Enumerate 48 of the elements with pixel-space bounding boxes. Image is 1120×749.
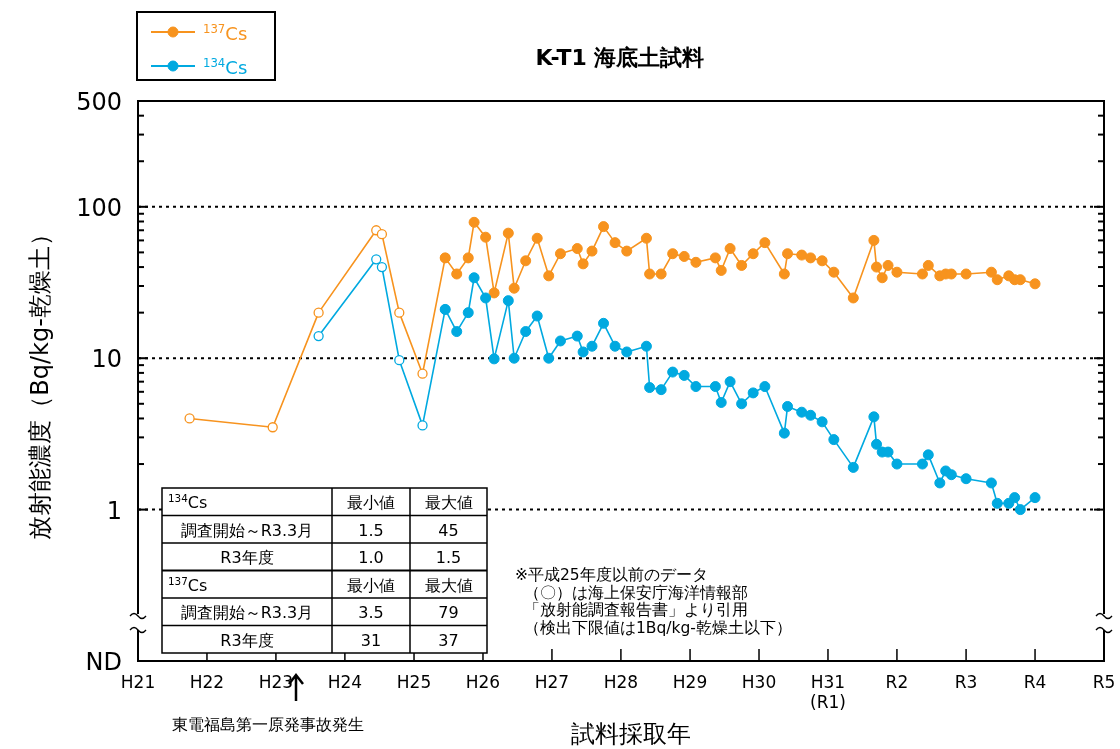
y-tick-label: 1 [106, 496, 122, 525]
text: 東電福島第一原発事故発生 [172, 715, 364, 734]
annotation: $^{134}$Cs [168, 492, 208, 512]
y-tick-label: 10 [91, 345, 122, 374]
annotation: 調査開始～R3.3月 [180, 520, 314, 540]
annotation: 「放射能調査報告書」より引用 [524, 601, 748, 619]
x-tick-label: H24 [327, 672, 363, 692]
annotation: 79 [438, 603, 459, 622]
x-tick-label: H30 [741, 672, 777, 692]
x-tick-label: H26 [465, 672, 501, 692]
annotation: 最小値 [347, 493, 395, 512]
annotation: 37 [438, 630, 459, 650]
annotation: 最大値 [424, 493, 473, 512]
x-tick-label: H25 [396, 672, 432, 692]
annotation: 3.5 [358, 603, 384, 622]
x-axis-title: 試料採取年 [571, 720, 691, 748]
y-tick-label: 100 [76, 193, 122, 222]
chart-title: K-T1 海底土試料 [535, 45, 705, 70]
x-tick-label: H22 [189, 672, 225, 692]
x-tick-label: H29 [672, 672, 708, 692]
annotation: $^{137}$Cs [168, 574, 208, 595]
y-axis-title: 放射能濃度（Bq/kg-乾燥土） [26, 222, 54, 540]
x-tick-label: H23 [258, 672, 294, 692]
annotation: 調査開始～R3.3月 [180, 603, 314, 622]
annotation: 最大値 [424, 575, 473, 595]
x-tick-label: R2 [885, 672, 909, 692]
x-tick-label: H31 (R1) [810, 672, 846, 712]
annotation: ※平成25年度以前のデータ [515, 566, 708, 584]
annotation: 31 [360, 630, 382, 650]
x-tick-label: R3 [954, 672, 978, 692]
annotation: 1.0 [358, 548, 384, 567]
annotation: R3年度 [220, 548, 274, 567]
annotation: （〇）は海上保安庁海洋情報部 [524, 583, 748, 602]
y-tick-label: 500 [76, 88, 122, 116]
x-tick-label: R5 [1092, 672, 1116, 692]
legend-label: $^{137}$Cs [203, 22, 248, 44]
annotation: 1.5 [435, 548, 462, 567]
annotation: 最小値 [347, 575, 395, 595]
annotation: R3年度 [220, 630, 274, 650]
x-tick-label: H21 [120, 672, 156, 692]
annotation: （検出下限値は1Bq/kg-乾燥土以下） [524, 618, 792, 637]
x-tick-label: H28 [603, 672, 639, 692]
y-tick-label: ND [85, 648, 122, 676]
annotation: 1.5 [358, 520, 384, 540]
x-tick-label: R4 [1023, 672, 1047, 692]
annotation: 45 [438, 520, 459, 540]
x-tick-label: H27 [534, 672, 570, 692]
legend-label: $^{134}$Cs [203, 56, 248, 78]
